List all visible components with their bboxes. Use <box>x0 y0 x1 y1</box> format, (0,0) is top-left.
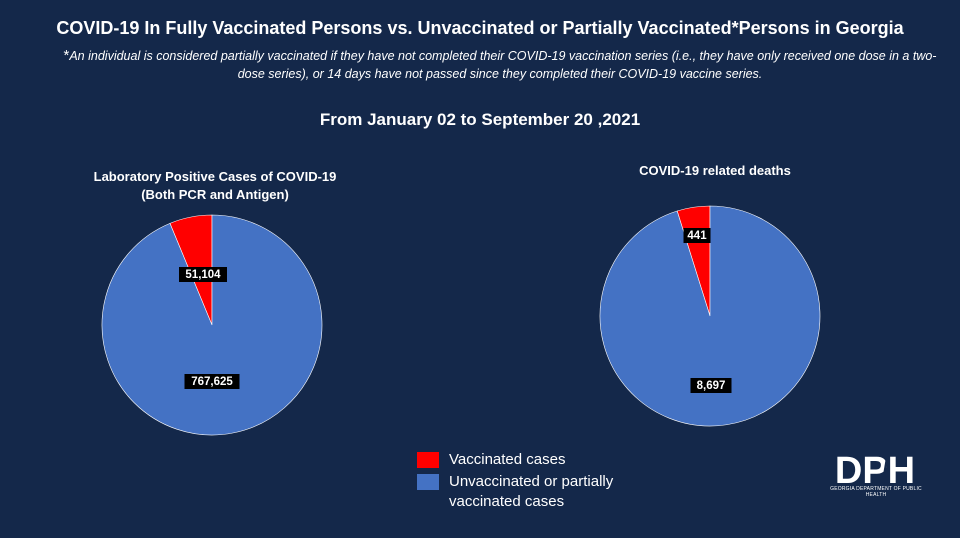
cases-pie-label-vaccinated: 51,104 <box>179 267 227 282</box>
date-range: From January 02 to September 20 ,2021 <box>319 110 641 129</box>
svg-text:441: 441 <box>687 230 707 242</box>
footnote: *An individual is considered partially v… <box>60 47 940 83</box>
legend-label-vaccinated: Vaccinated cases <box>449 451 566 468</box>
cases-chart-title: Laboratory Positive Cases of COVID-19 (B… <box>60 168 370 204</box>
cases-chart-subtitle: (Both PCR and Antigen) <box>141 187 289 202</box>
cases-chart-title-line: Laboratory Positive Cases of COVID-19 <box>93 169 337 184</box>
legend-swatch-unvaccinated <box>417 474 439 490</box>
footnote-text: An individual is considered partially va… <box>69 49 937 81</box>
dph-logo: DPH <box>835 450 915 491</box>
deaths-pie-label-unvaccinated: 8,697 <box>690 378 732 393</box>
footnote-star: * <box>63 47 70 64</box>
legend-item-unvaccinated: Unvaccinated or partially vaccinated cas… <box>417 472 649 512</box>
deaths-pie-chart: 441 8,697 <box>599 205 821 427</box>
cases-pie-label-unvaccinated: 767,625 <box>184 374 240 389</box>
cases-pie-slice-unvaccinated <box>101 214 323 436</box>
deaths-chart-title: COVID-19 related deaths <box>639 163 791 178</box>
page-title: COVID-19 In Fully Vaccinated Persons vs.… <box>56 18 904 38</box>
legend-item-vaccinated: Vaccinated cases <box>417 450 649 470</box>
dph-logo-subtext: GEORGIA DEPARTMENT OF PUBLIC HEALTH <box>830 486 922 498</box>
legend-swatch-vaccinated <box>417 452 439 468</box>
deaths-pie-slice-unvaccinated <box>599 205 821 427</box>
svg-text:767,625: 767,625 <box>191 376 233 388</box>
dph-logo-text: DPH <box>835 450 915 491</box>
cases-pie-chart: 51,104 767,625 <box>101 214 323 436</box>
legend-label-unvaccinated: Unvaccinated or partially vaccinated cas… <box>449 473 614 510</box>
legend: Vaccinated cases Unvaccinated or partial… <box>417 450 649 514</box>
deaths-pie-label-vaccinated: 441 <box>683 228 711 243</box>
svg-text:8,697: 8,697 <box>697 380 726 392</box>
svg-text:51,104: 51,104 <box>185 269 221 281</box>
